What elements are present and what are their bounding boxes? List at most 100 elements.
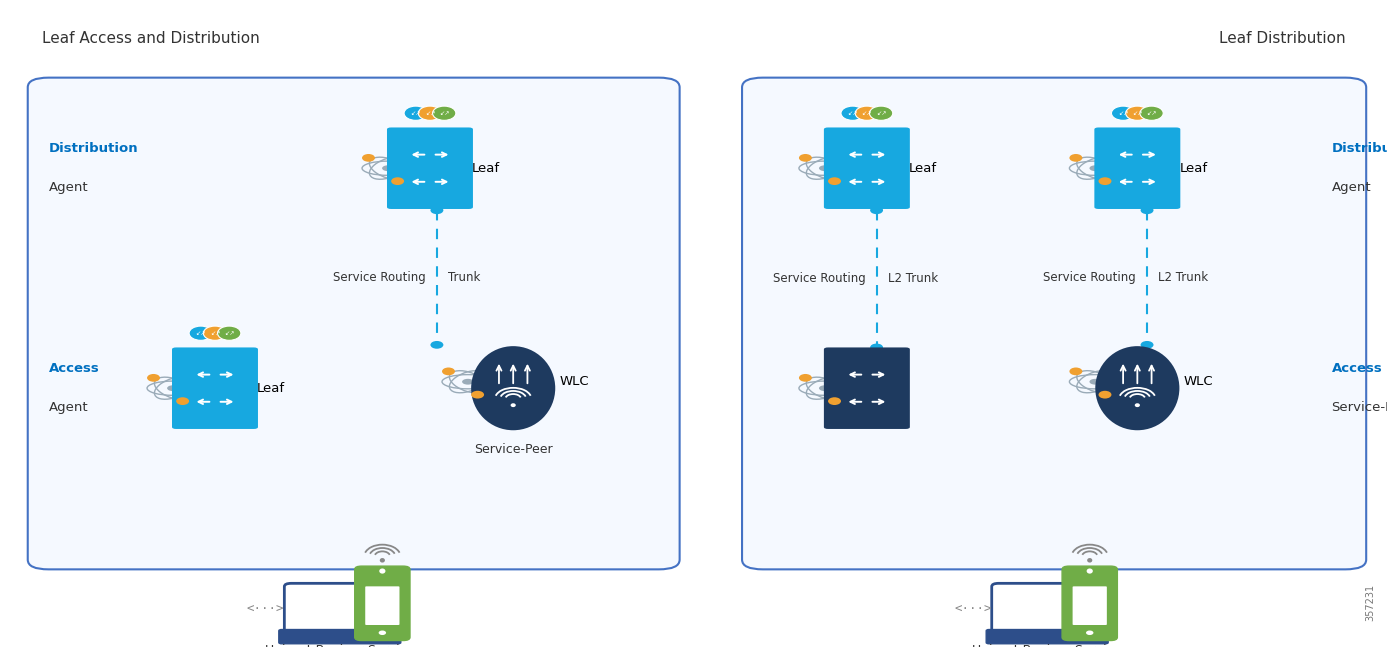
Text: Access: Access	[49, 362, 100, 375]
FancyBboxPatch shape	[387, 127, 473, 209]
FancyBboxPatch shape	[1062, 566, 1118, 641]
Text: L2 Trunk: L2 Trunk	[888, 272, 938, 285]
Text: ↙↗: ↙↗	[1118, 111, 1129, 116]
Ellipse shape	[1135, 403, 1140, 407]
Text: Trunk: Trunk	[448, 271, 480, 284]
FancyBboxPatch shape	[172, 347, 258, 429]
FancyBboxPatch shape	[355, 566, 411, 641]
Ellipse shape	[828, 177, 841, 185]
Ellipse shape	[1099, 391, 1111, 399]
Ellipse shape	[362, 154, 374, 162]
Ellipse shape	[799, 374, 811, 382]
Text: Service-Peer: Service-Peer	[474, 443, 552, 456]
Text: Access: Access	[1332, 362, 1383, 375]
Text: ↙↗: ↙↗	[847, 111, 859, 116]
Text: Agent: Agent	[49, 181, 89, 194]
Text: ↙↗: ↙↗	[424, 111, 436, 116]
Ellipse shape	[189, 326, 212, 340]
Ellipse shape	[1089, 378, 1101, 384]
Ellipse shape	[381, 166, 394, 171]
Ellipse shape	[1087, 558, 1093, 562]
Text: Agent: Agent	[1332, 181, 1372, 194]
Ellipse shape	[1069, 154, 1082, 162]
FancyBboxPatch shape	[824, 127, 910, 209]
Text: <···>: <···>	[247, 603, 284, 616]
Text: WLC: WLC	[560, 375, 589, 388]
Text: <···>: <···>	[954, 603, 992, 616]
Ellipse shape	[1140, 106, 1164, 120]
FancyBboxPatch shape	[824, 347, 910, 429]
FancyBboxPatch shape	[28, 78, 680, 569]
FancyBboxPatch shape	[1094, 127, 1180, 209]
Ellipse shape	[380, 558, 386, 562]
Ellipse shape	[430, 341, 444, 349]
Text: Leaf Distribution: Leaf Distribution	[1219, 31, 1345, 47]
Ellipse shape	[433, 106, 456, 120]
Text: ↙↗: ↙↗	[196, 331, 207, 336]
Ellipse shape	[472, 346, 555, 430]
Ellipse shape	[841, 106, 864, 120]
Ellipse shape	[379, 569, 386, 574]
Ellipse shape	[176, 397, 189, 405]
Ellipse shape	[1140, 206, 1154, 214]
Text: Distribution: Distribution	[1332, 142, 1387, 155]
Ellipse shape	[1111, 106, 1135, 120]
FancyBboxPatch shape	[1072, 586, 1107, 625]
Text: Leaf: Leaf	[908, 162, 938, 175]
Text: Service Routing: Service Routing	[773, 272, 865, 285]
Ellipse shape	[379, 630, 386, 635]
Text: Unicast Bonjour Service: Unicast Bonjour Service	[972, 644, 1122, 647]
Text: Leaf Access and Distribution: Leaf Access and Distribution	[42, 31, 259, 47]
Ellipse shape	[1096, 346, 1179, 430]
Ellipse shape	[442, 367, 455, 375]
Ellipse shape	[147, 374, 160, 382]
Text: 357231: 357231	[1365, 584, 1376, 621]
Text: Leaf: Leaf	[472, 162, 501, 175]
Ellipse shape	[799, 154, 811, 162]
Ellipse shape	[870, 344, 884, 351]
Ellipse shape	[472, 391, 484, 399]
Text: WLC: WLC	[1184, 375, 1214, 388]
Ellipse shape	[404, 106, 427, 120]
Text: Service-Peer: Service-Peer	[1332, 401, 1387, 414]
Ellipse shape	[1126, 106, 1148, 120]
Text: Agent: Agent	[49, 401, 89, 414]
Ellipse shape	[1140, 341, 1154, 349]
Ellipse shape	[204, 326, 226, 340]
Text: ↙↗: ↙↗	[223, 331, 234, 336]
Text: Leaf: Leaf	[257, 382, 286, 395]
Ellipse shape	[1069, 367, 1082, 375]
Ellipse shape	[510, 403, 516, 407]
FancyBboxPatch shape	[284, 584, 395, 634]
Text: ↙↗: ↙↗	[209, 331, 221, 336]
Text: L2 Trunk: L2 Trunk	[1158, 271, 1208, 284]
Ellipse shape	[430, 206, 444, 214]
Ellipse shape	[391, 177, 404, 185]
Ellipse shape	[870, 206, 884, 214]
Ellipse shape	[818, 386, 831, 391]
FancyBboxPatch shape	[279, 630, 401, 644]
Text: ↙↗: ↙↗	[411, 111, 422, 116]
Text: ↙↗: ↙↗	[438, 111, 449, 116]
Text: ↙↗: ↙↗	[1132, 111, 1143, 116]
Text: Distribution: Distribution	[49, 142, 139, 155]
Ellipse shape	[870, 106, 893, 120]
Ellipse shape	[462, 378, 474, 384]
Ellipse shape	[818, 166, 831, 171]
Text: Service Routing: Service Routing	[1043, 271, 1136, 284]
Text: Unicast Bonjour Service: Unicast Bonjour Service	[265, 644, 415, 647]
Ellipse shape	[856, 106, 878, 120]
Ellipse shape	[166, 386, 179, 391]
FancyBboxPatch shape	[986, 630, 1108, 644]
Text: Service Routing: Service Routing	[333, 271, 426, 284]
FancyBboxPatch shape	[365, 586, 399, 625]
Ellipse shape	[419, 106, 441, 120]
FancyBboxPatch shape	[742, 78, 1366, 569]
Text: Leaf: Leaf	[1179, 162, 1208, 175]
Ellipse shape	[1086, 569, 1093, 574]
Text: ↙↗: ↙↗	[875, 111, 886, 116]
FancyBboxPatch shape	[992, 584, 1103, 634]
Ellipse shape	[1099, 177, 1111, 185]
Text: ↙↗: ↙↗	[861, 111, 872, 116]
Ellipse shape	[1086, 630, 1093, 635]
